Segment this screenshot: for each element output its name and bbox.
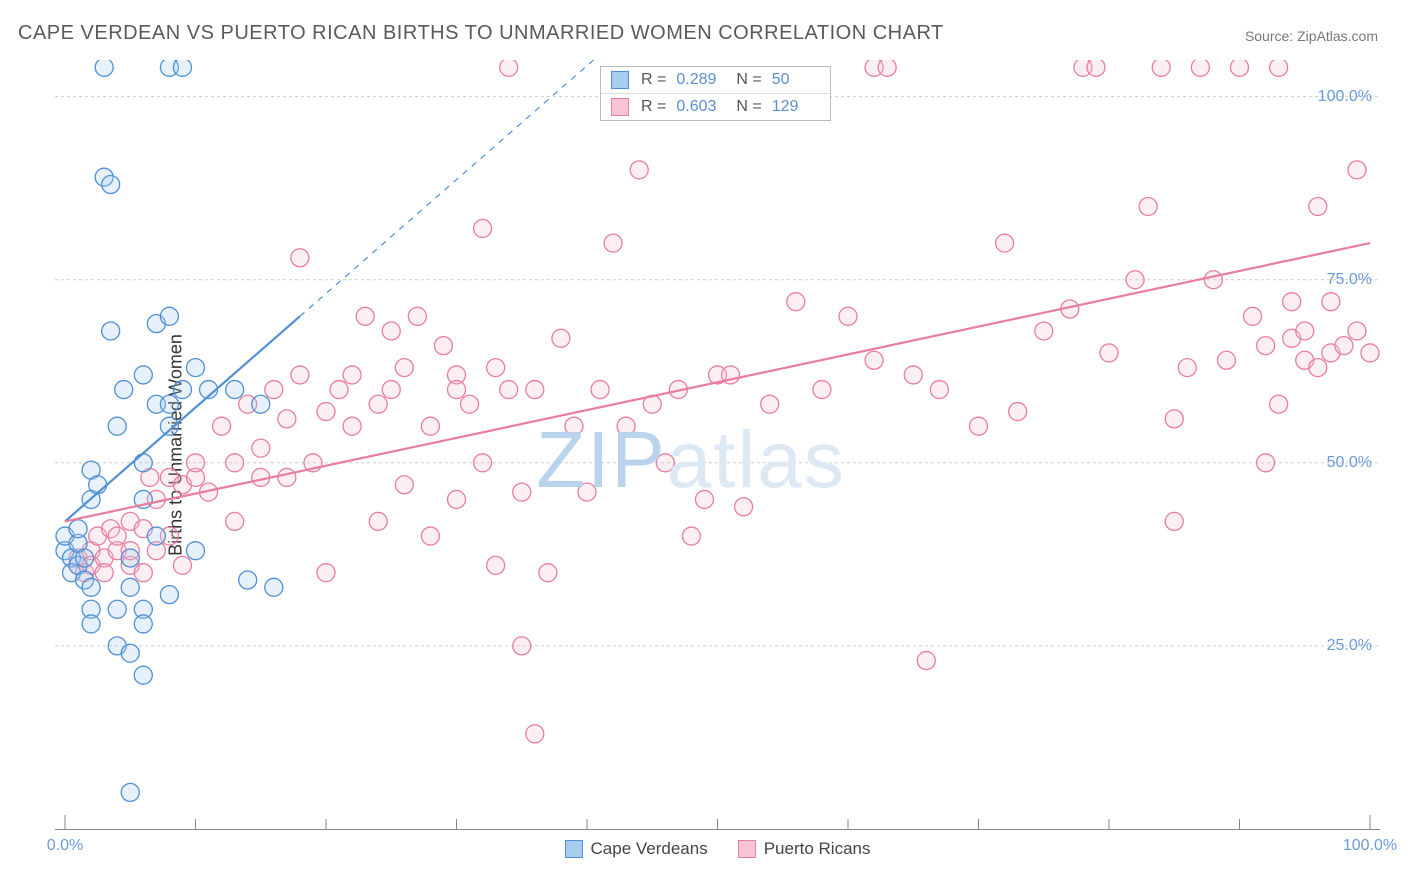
- stat-n-label: N =: [736, 98, 761, 116]
- legend-item: Cape Verdeans: [565, 839, 708, 859]
- series-swatch: [611, 71, 629, 89]
- chart-title: CAPE VERDEAN VS PUERTO RICAN BIRTHS TO U…: [18, 22, 944, 45]
- legend-label: Puerto Ricans: [764, 839, 871, 859]
- stat-n-value: 50: [772, 71, 820, 89]
- plot-area: Births to Unmarried Women ZIPatlas R = 0…: [55, 60, 1380, 830]
- scatter-chart: [55, 60, 1380, 829]
- legend-swatch: [565, 840, 583, 858]
- source-value: ZipAtlas.com: [1297, 28, 1378, 44]
- legend-label: Cape Verdeans: [591, 839, 708, 859]
- stats-row: R = 0.289 N = 50: [601, 67, 830, 93]
- stat-r-value: 0.289: [676, 71, 724, 89]
- stat-r-label: R =: [641, 71, 666, 89]
- stat-r-value: 0.603: [676, 98, 724, 116]
- source-label: Source:: [1245, 28, 1297, 44]
- source-attribution: Source: ZipAtlas.com: [1245, 28, 1378, 44]
- series-swatch: [611, 98, 629, 116]
- legend-item: Puerto Ricans: [738, 839, 871, 859]
- x-tick-label: 100.0%: [1343, 837, 1397, 855]
- stat-n-value: 129: [772, 98, 820, 116]
- stat-r-label: R =: [641, 98, 666, 116]
- y-tick-label: 75.0%: [1327, 271, 1372, 289]
- y-tick-label: 25.0%: [1327, 637, 1372, 655]
- correlation-stats-box: R = 0.289 N = 50 R = 0.603 N = 129: [600, 66, 831, 121]
- bottom-legend: Cape Verdeans Puerto Ricans: [565, 839, 871, 859]
- stat-n-label: N =: [736, 71, 761, 89]
- stats-row: R = 0.603 N = 129: [601, 93, 830, 120]
- y-tick-label: 50.0%: [1327, 454, 1372, 472]
- legend-swatch: [738, 840, 756, 858]
- x-tick-label: 0.0%: [47, 837, 83, 855]
- y-tick-label: 100.0%: [1318, 88, 1372, 106]
